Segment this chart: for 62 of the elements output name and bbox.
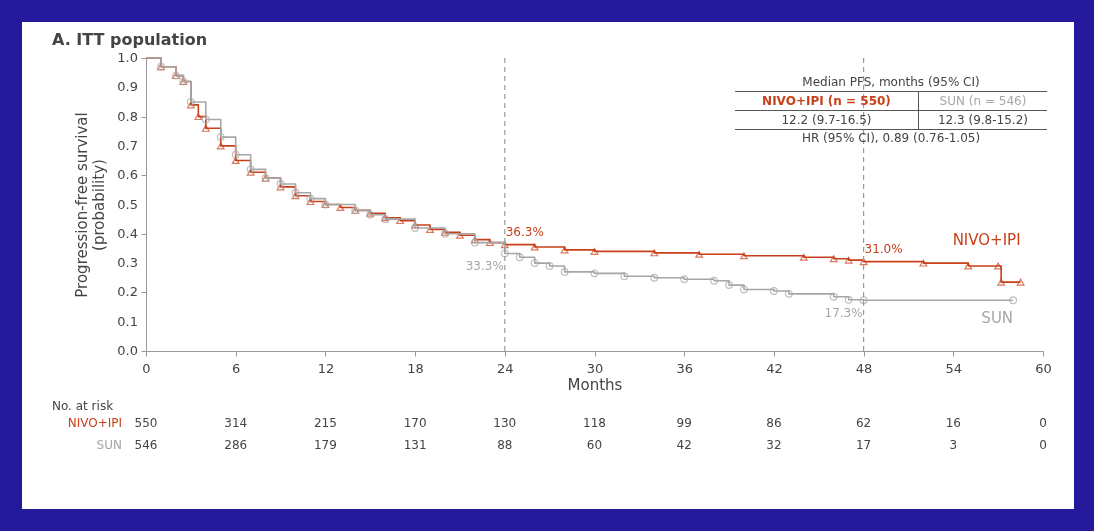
text: No. at risk xyxy=(52,399,114,413)
annotation: SUN (n = 546) xyxy=(918,91,1047,111)
annotation: 17.3% xyxy=(824,306,863,321)
y-tick-label: 0.4 xyxy=(117,225,138,241)
text: 3 xyxy=(949,438,958,452)
text: 60 xyxy=(586,438,603,452)
text: 86 xyxy=(766,416,782,430)
annotation: HR (95% CI), 0.89 (0.76-1.05) xyxy=(800,130,982,147)
text: 130 xyxy=(493,416,517,430)
text: 215 xyxy=(313,416,337,430)
y-tick-label: 0.3 xyxy=(117,255,138,271)
annotation: 36.3% xyxy=(505,224,544,239)
x-tick-label: 54 xyxy=(945,360,963,376)
text: 0 xyxy=(1039,438,1047,452)
y-axis-title: Progression-free survival (probability) xyxy=(73,112,108,298)
text: SUN xyxy=(96,438,122,452)
x-tick-label: 30 xyxy=(586,360,604,376)
y-tick-label: 0.2 xyxy=(117,284,138,300)
x-tick-label: 6 xyxy=(232,360,241,376)
x-tick-label: 0 xyxy=(142,360,151,376)
text: 286 xyxy=(224,438,248,452)
x-tick-label: 12 xyxy=(317,360,335,376)
text: 0 xyxy=(1039,416,1047,430)
text: 131 xyxy=(403,438,427,452)
text: 42 xyxy=(676,438,692,452)
x-tick-label: 24 xyxy=(497,360,514,376)
y-tick-label: 0.8 xyxy=(117,108,138,124)
x-axis-title: Months xyxy=(567,375,623,394)
x-tick-label: 18 xyxy=(407,360,424,376)
y-tick-label: 0.6 xyxy=(117,167,138,183)
text: NIVO+IPI xyxy=(67,416,122,430)
text: 546 xyxy=(134,438,158,452)
text: 314 xyxy=(224,416,248,430)
series-label: NIVO+IPI xyxy=(952,231,1021,250)
series-label: SUN xyxy=(981,309,1014,328)
y-tick-label: 0.0 xyxy=(117,343,138,358)
text: 550 xyxy=(134,416,158,430)
text: 99 xyxy=(676,416,692,430)
text: 170 xyxy=(403,416,427,430)
text: 32 xyxy=(766,438,782,452)
text: 179 xyxy=(313,438,337,452)
y-tick-label: 0.5 xyxy=(117,196,138,212)
x-tick-label: 36 xyxy=(676,360,693,376)
text: 16 xyxy=(945,416,961,430)
text: 62 xyxy=(855,416,872,430)
x-tick-label: 48 xyxy=(855,360,873,376)
annotation: 12.2 (9.7-16.5) xyxy=(735,110,919,130)
text: 88 xyxy=(497,438,513,452)
x-tick-label: 42 xyxy=(766,360,783,376)
annotation: 33.3% xyxy=(465,259,504,274)
annotation: NIVO+IPI (n = 550) xyxy=(735,91,919,111)
annotation: 12.3 (9.8-15.2) xyxy=(918,110,1047,130)
chart-title: A. ITT population xyxy=(52,30,208,49)
x-tick-label: 60 xyxy=(1035,360,1052,376)
annotation: Median PFS, months (95% CI) xyxy=(801,74,981,91)
y-tick-label: 0.9 xyxy=(117,79,138,95)
y-tick-label: 1.0 xyxy=(117,50,138,65)
text: 118 xyxy=(583,416,606,430)
y-tick-label: 0.1 xyxy=(117,313,138,329)
annotation: 31.0% xyxy=(864,241,903,256)
text: 17 xyxy=(855,438,872,452)
y-tick-label: 0.7 xyxy=(117,137,138,153)
